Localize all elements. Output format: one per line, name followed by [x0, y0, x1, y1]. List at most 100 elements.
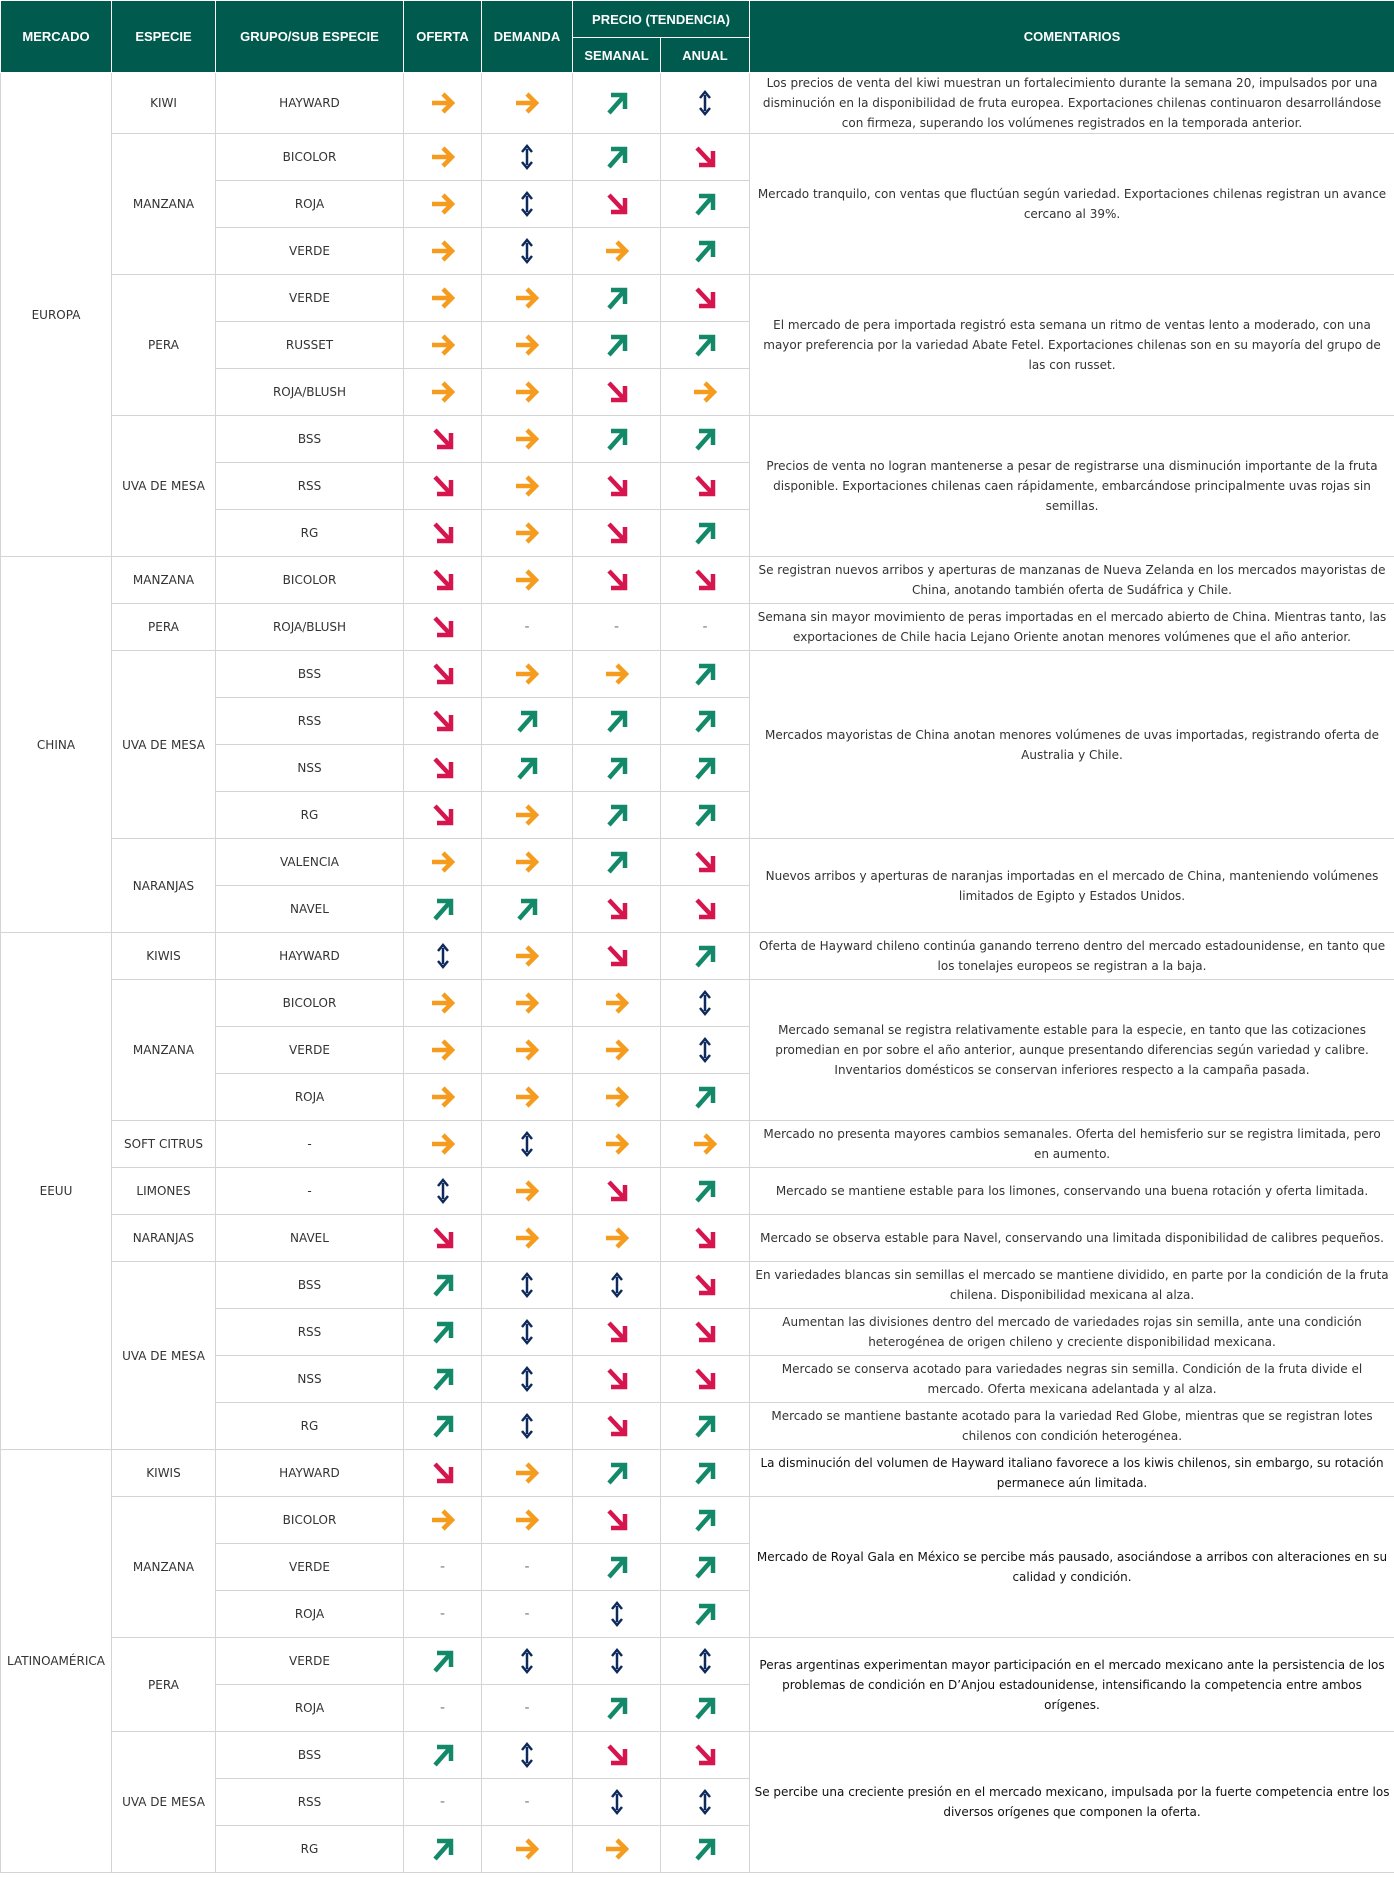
table-row: MANZANA BICOLOR Mercado de Royal Gala en M…: [1, 1496, 1394, 1638]
right-arrow-icon: [600, 1133, 634, 1155]
trend-cell-anual: [659, 1543, 751, 1591]
trend-cell-oferta: [403, 932, 482, 980]
trend-cell-demanda: [481, 1731, 573, 1779]
group-cell: HAYWARD: [215, 1449, 404, 1497]
up-right-arrow-icon: [688, 945, 722, 968]
group-cell: BSS: [215, 650, 404, 698]
right-arrow-icon: [600, 1838, 634, 1860]
up-right-arrow-icon: [688, 1415, 722, 1438]
trend-cell-demanda: -: [481, 1684, 573, 1732]
market-cell: EEUU: [0, 932, 112, 1450]
species-cell: MANZANA: [111, 979, 216, 1121]
trend-cell-semanal: [572, 791, 661, 839]
species-cell: SOFT CITRUS: [111, 1120, 216, 1168]
species-cell: PERA: [111, 603, 216, 651]
comment-cell: La disminución del volumen de Hayward it…: [749, 1449, 1394, 1497]
up-right-arrow-icon: [688, 428, 722, 451]
group-cell: VERDE: [215, 1637, 404, 1685]
group-cell: RUSSET: [215, 321, 404, 369]
trend-cell-semanal: [572, 744, 661, 792]
trend-cell-semanal: [572, 368, 661, 416]
up-down-arrow-icon: [510, 191, 544, 217]
no-data-dash: -: [524, 1559, 530, 1575]
up-down-arrow-icon: [600, 1789, 634, 1815]
right-arrow-icon: [510, 992, 544, 1014]
table-row: VERDE: [1, 1026, 1394, 1074]
down-right-arrow-icon: [426, 475, 460, 497]
right-arrow-icon: [600, 1039, 634, 1061]
down-right-arrow-icon: [600, 381, 634, 403]
down-right-arrow-icon: [688, 898, 722, 920]
trend-cell-demanda: [481, 1449, 573, 1497]
trend-cell-demanda: [481, 1167, 573, 1215]
species-cell: UVA DE MESA: [111, 1261, 216, 1450]
down-right-arrow-icon: [426, 616, 460, 638]
trend-cell-oferta: [403, 415, 482, 463]
right-arrow-icon: [600, 1227, 634, 1249]
up-right-arrow-icon: [688, 1838, 722, 1861]
up-right-arrow-icon: [510, 898, 544, 921]
right-arrow-icon: [600, 992, 634, 1014]
trend-cell-semanal: [572, 556, 661, 604]
table-row: UVA DE MESA BSS Mercados mayoristas de Chi…: [1, 650, 1394, 839]
trend-cell-semanal: [572, 1543, 661, 1591]
trend-cell-semanal: [572, 650, 661, 698]
trend-cell-demanda: [481, 180, 573, 228]
trend-cell-semanal: [572, 1214, 661, 1262]
table-row: NARANJAS VALENCIA Nuevos arribos y apertur…: [1, 838, 1394, 933]
right-arrow-icon: [426, 240, 460, 262]
right-arrow-icon: [600, 1086, 634, 1108]
trend-cell-demanda: [481, 1214, 573, 1262]
table-row: MANZANA BICOLOR Mercado semanal se registr…: [1, 979, 1394, 1121]
trend-cell-oferta: [403, 1261, 482, 1309]
table-row: RG: [1, 509, 1394, 557]
header-demanda: DEMANDA: [481, 0, 573, 73]
table-row: PERA VERDE El mercado de pera importada re…: [1, 274, 1394, 416]
up-down-arrow-icon: [600, 1601, 634, 1627]
group-cell: BSS: [215, 1261, 404, 1309]
group-cell: NSS: [215, 744, 404, 792]
trend-cell-demanda: [481, 1355, 573, 1403]
header-mercado: MERCADO: [0, 0, 112, 73]
down-right-arrow-icon: [600, 193, 634, 215]
up-right-arrow-icon: [600, 804, 634, 827]
trend-cell-anual: [659, 509, 751, 557]
up-right-arrow-icon: [600, 710, 634, 733]
right-arrow-icon: [426, 1086, 460, 1108]
down-right-arrow-icon: [600, 1321, 634, 1343]
header-especie: ESPECIE: [111, 0, 216, 73]
comment-cell: Mercado tranquilo, con ventas que fluctú…: [749, 133, 1394, 275]
down-right-arrow-icon: [600, 1180, 634, 1202]
trend-cell-semanal: [572, 979, 661, 1027]
up-right-arrow-icon: [600, 1462, 634, 1485]
group-cell: NAVEL: [215, 1214, 404, 1262]
trend-cell-demanda: [481, 1120, 573, 1168]
down-right-arrow-icon: [688, 1368, 722, 1390]
trend-cell-oferta: [403, 72, 482, 134]
table-row: ROJA: [1, 1073, 1394, 1121]
trend-cell-anual: [659, 368, 751, 416]
table-row: RSS - -: [1, 1778, 1394, 1826]
right-arrow-icon: [510, 92, 544, 114]
trend-cell-oferta: [403, 1167, 482, 1215]
table-row: UVA DE MESA BSS Precios de venta no logran…: [1, 415, 1394, 557]
group-cell: RSS: [215, 697, 404, 745]
trend-cell-anual: [659, 838, 751, 886]
down-right-arrow-icon: [600, 475, 634, 497]
table-row: NARANJAS NAVEL Mercado se observa estable …: [1, 1214, 1394, 1262]
table-row: RG: [1, 791, 1394, 839]
no-data-dash: -: [613, 619, 620, 635]
trend-cell-anual: [659, 1308, 751, 1356]
trend-cell-anual: [659, 415, 751, 463]
right-arrow-icon: [510, 1227, 544, 1249]
right-arrow-icon: [510, 334, 544, 356]
trend-cell-semanal: [572, 509, 661, 557]
table-header: MERCADO ESPECIE GRUPO/SUB ESPECIE OFERTA…: [0, 0, 1394, 73]
group-cell: RG: [215, 791, 404, 839]
right-arrow-icon: [510, 1180, 544, 1202]
comment-cell: Los precios de venta del kiwi muestran u…: [749, 72, 1394, 134]
trend-cell-demanda: [481, 744, 573, 792]
up-right-arrow-icon: [426, 1274, 460, 1297]
table-row: ROJA - -: [1, 1684, 1394, 1732]
trend-cell-oferta: [403, 556, 482, 604]
